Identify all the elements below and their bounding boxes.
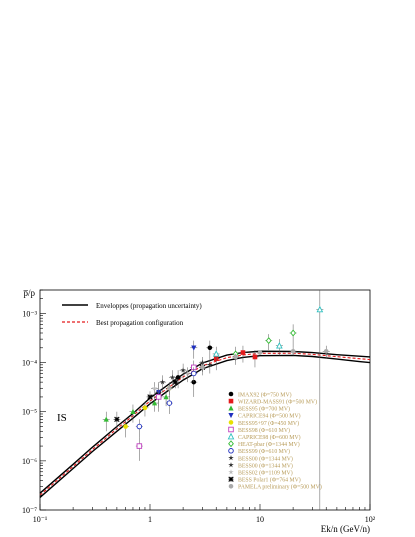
x-tick-label: 10 <box>256 515 264 524</box>
legend-marker <box>228 448 234 454</box>
y-tick-label: 10⁻⁵ <box>22 408 37 417</box>
legend-entry-label: BESS02 (Φ=1109 MV) <box>238 470 293 477</box>
legend-entry-label: BESS95+97 (Φ=450 MV) <box>238 420 299 427</box>
legend-marker <box>228 426 234 433</box>
legend-entry-label: BESS99 (Φ=610 MV) <box>238 448 290 455</box>
y-axis-label: p̅/p <box>23 288 36 298</box>
legend-entry-label: IMAX92 (Φ=750 MV) <box>238 391 292 398</box>
data-point <box>147 394 153 400</box>
data-point <box>175 375 181 380</box>
data-point <box>114 416 120 423</box>
legend-entry-label: HEAT-pbar (Φ=1344 MV) <box>238 441 300 448</box>
data-point <box>142 405 148 411</box>
data-point <box>290 348 296 354</box>
data-point <box>290 329 296 337</box>
legend-marker <box>228 391 234 397</box>
legend-marker <box>228 469 234 475</box>
data-point <box>207 345 213 351</box>
legend-entry-label: BESS00 (Φ=1344 MV) <box>238 455 293 462</box>
data-point <box>151 385 158 391</box>
legend-marker <box>228 413 234 419</box>
model-curves <box>39 350 371 498</box>
data-point <box>276 341 283 349</box>
legend-entry-label: BESS98 (Φ=610 MV) <box>238 427 290 434</box>
legend-entry-label: CAPRICE94 (Φ=500 MV) <box>238 413 301 420</box>
x-tick-label: 10² <box>365 515 376 524</box>
data-point <box>200 365 205 370</box>
data-point <box>240 350 246 355</box>
axis-ticks: 10⁻¹ 1 10 10² 10⁻⁷ 10⁻⁶ 10⁻⁵ 10⁻⁴ 10⁻³ <box>22 289 376 524</box>
legend-best-label: Best propagation configuration <box>96 319 184 327</box>
data-point <box>123 424 128 429</box>
data-point <box>191 379 197 385</box>
data-point <box>191 345 197 351</box>
data-point <box>130 408 136 415</box>
data-point <box>265 337 272 345</box>
y-tick-label: 10⁻⁴ <box>22 359 37 368</box>
legend-marker <box>228 420 234 425</box>
legend-entry-label: BESS Polar1 (Φ=764 MV) <box>238 477 301 484</box>
curve-legend: Enveloppes (propagation uncertainty) Bes… <box>62 302 202 327</box>
y-tick-label: 10⁻⁶ <box>22 457 37 466</box>
legend-envelope-label: Enveloppes (propagation uncertainty) <box>96 302 202 310</box>
envelope-upper-line <box>39 350 371 494</box>
legend-marker <box>228 405 234 411</box>
plot-frame <box>39 289 371 511</box>
legend-marker <box>228 398 234 404</box>
legend-marker <box>228 455 234 461</box>
legend-marker <box>228 484 234 489</box>
legend-entry-label: PAMELA preliminary (Φ=500 MV) <box>238 484 322 491</box>
x-axis-label: Ek/n (GeV/n) <box>321 524 370 534</box>
data-point <box>252 354 258 360</box>
legend-entry-label: BESS95 (Φ=700 MV) <box>238 406 290 413</box>
data-point <box>136 443 143 449</box>
data-point <box>191 370 197 377</box>
data-point <box>184 370 191 376</box>
data-point <box>103 416 109 422</box>
data-point <box>172 379 179 385</box>
data-point <box>151 400 158 406</box>
data-point <box>136 423 143 430</box>
data-point <box>167 385 172 391</box>
data-point <box>163 394 169 400</box>
data-point <box>233 354 238 360</box>
data-point <box>166 400 173 406</box>
legend-entry-label: CAPRICE98 (Φ=600 MV) <box>238 434 301 441</box>
legend-marker <box>228 462 234 468</box>
y-tick-label: 10⁻³ <box>22 309 37 318</box>
data-point <box>180 367 186 373</box>
data-point <box>169 374 176 380</box>
legend-marker <box>227 432 235 440</box>
legend-entry-label: WIZARD-MASS91 (Φ=500 MV) <box>238 399 317 406</box>
experiment-legend: IMAX92 (Φ=750 MV)WIZARD-MASS91 (Φ=500 MV… <box>227 391 322 491</box>
data-point <box>212 350 220 357</box>
y-tick-label: 10⁻⁷ <box>22 506 37 515</box>
legend-marker <box>228 476 234 482</box>
best-fit-line <box>39 352 371 496</box>
x-tick-label: 10⁻¹ <box>33 515 48 524</box>
data-point <box>207 361 213 368</box>
data-points <box>102 290 330 510</box>
data-point <box>316 305 324 313</box>
legend-entry-label: BESS00 (Φ=1344 MV) <box>238 462 293 469</box>
envelope-lower-line <box>39 354 371 498</box>
x-tick-label: 1 <box>148 515 152 524</box>
data-point <box>159 379 166 385</box>
data-point <box>257 350 263 355</box>
data-point <box>323 348 329 354</box>
legend-marker <box>228 440 234 448</box>
is-annotation: IS <box>57 412 67 424</box>
data-point <box>155 394 162 400</box>
